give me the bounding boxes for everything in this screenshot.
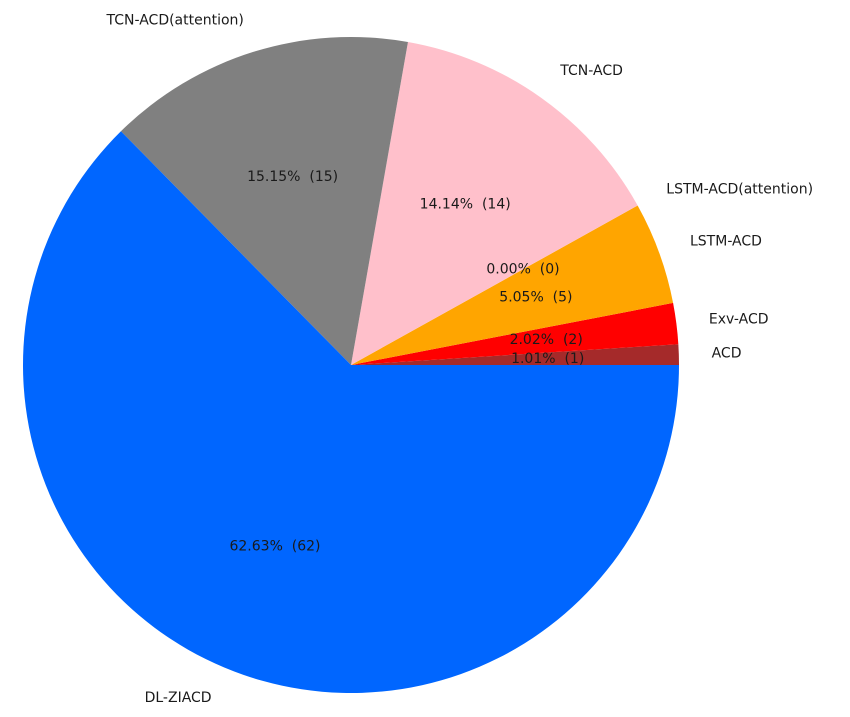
category-label-acd: ACD [712, 346, 742, 362]
percent-label-lstm-acd: 5.05% (5) [499, 290, 572, 306]
percent-label-exv-acd: 2.02% (2) [510, 332, 583, 348]
category-label-lstm-acd-attention: LSTM-ACD(attention) [666, 182, 813, 198]
percent-label-lstm-acd-attention: 0.00% (0) [486, 261, 559, 277]
slice-tcn-acd-attention [120, 36, 408, 365]
category-label-dl-ziacd: DL-ZIACD [145, 690, 212, 706]
category-label-lstm-acd: LSTM-ACD [690, 234, 762, 250]
slice-tcn-acd [351, 41, 638, 365]
pie-slices [22, 36, 679, 694]
slice-lstm-acd [351, 205, 674, 365]
slice-dl-ziacd [22, 131, 679, 694]
category-label-exv-acd: Exv-ACD [709, 311, 769, 327]
category-labels: ACD Exv-ACD LSTM-ACD LSTM-ACD(attention) TCN… [105, 13, 813, 706]
percent-label-dl-ziacd: 62.63% (62) [229, 539, 320, 555]
percent-label-acd: 1.01% (1) [511, 351, 584, 367]
percent-label-tcn-acd: 14.14% (14) [420, 197, 511, 213]
percent-labels: 1.01% (1) 2.02% (2) 5.05% (5) 0.00% (0) 14.1… [229, 169, 584, 554]
slice-exv-acd [351, 302, 679, 365]
slice-acd [351, 344, 679, 365]
percent-label-tcn-acd-attention: 15.15% (15) [247, 169, 338, 185]
category-label-tcn-acd-attention: TCN-ACD(attention) [105, 13, 243, 29]
category-label-tcn-acd: TCN-ACD [559, 63, 623, 79]
